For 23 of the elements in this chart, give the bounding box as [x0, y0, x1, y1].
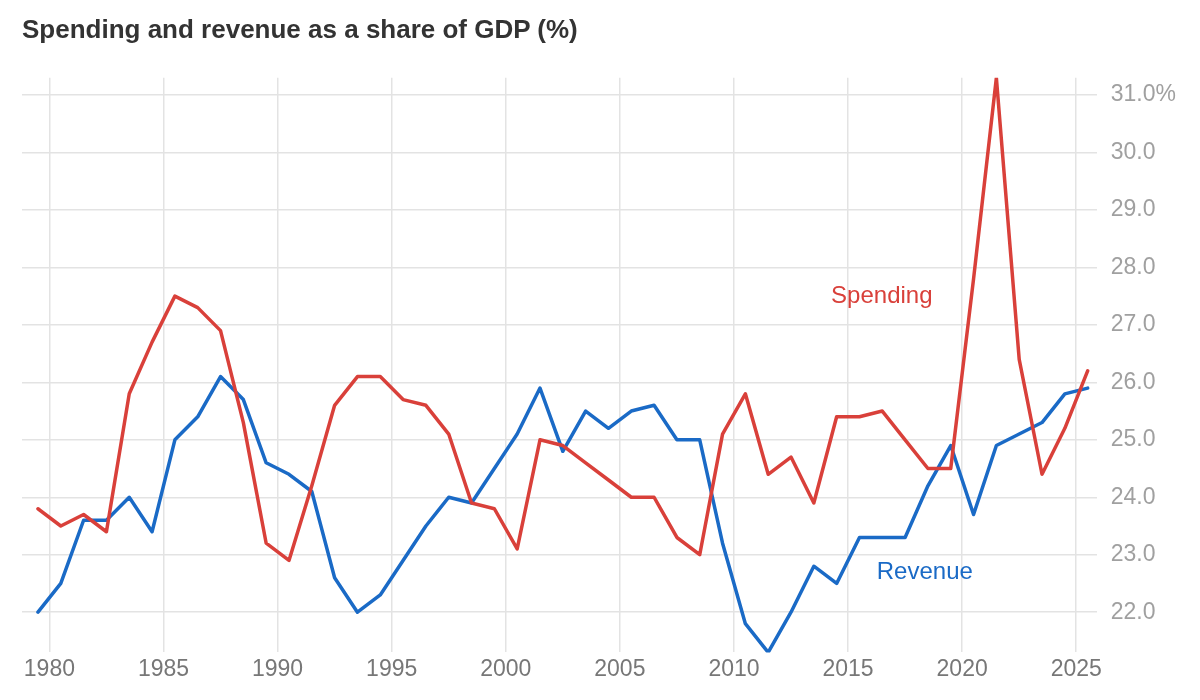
x-tick-label: 2005 [594, 654, 646, 681]
x-tick-label: 1995 [366, 654, 418, 681]
x-tick-label: 1980 [23, 654, 75, 681]
y-tick-label: 25.0 [1110, 425, 1156, 452]
x-tick-label: 2025 [1050, 654, 1102, 681]
y-tick-label: 27.0 [1110, 310, 1156, 337]
y-tick-label: 23.0 [1110, 540, 1156, 567]
series-label: Revenue [876, 556, 973, 584]
x-tick-label: 1990 [251, 654, 304, 681]
x-tick-label: 2015 [822, 654, 874, 681]
y-tick-label: 31.0% [1110, 80, 1176, 107]
series-label: Spending [831, 280, 933, 308]
x-tick-label: 1985 [137, 654, 190, 681]
x-tick-label: 2000 [480, 654, 532, 681]
y-tick-label: 29.0 [1110, 195, 1156, 222]
y-tick-label: 26.0 [1110, 367, 1156, 394]
x-tick-label: 2010 [708, 654, 760, 681]
y-tick-label: 24.0 [1110, 482, 1156, 509]
y-tick-label: 30.0 [1110, 137, 1156, 164]
x-tick-label: 2020 [936, 654, 988, 681]
chart-title: Spending and revenue as a share of GDP (%) [22, 14, 578, 45]
y-tick-label: 22.0 [1110, 597, 1156, 624]
y-tick-label: 28.0 [1110, 252, 1156, 279]
